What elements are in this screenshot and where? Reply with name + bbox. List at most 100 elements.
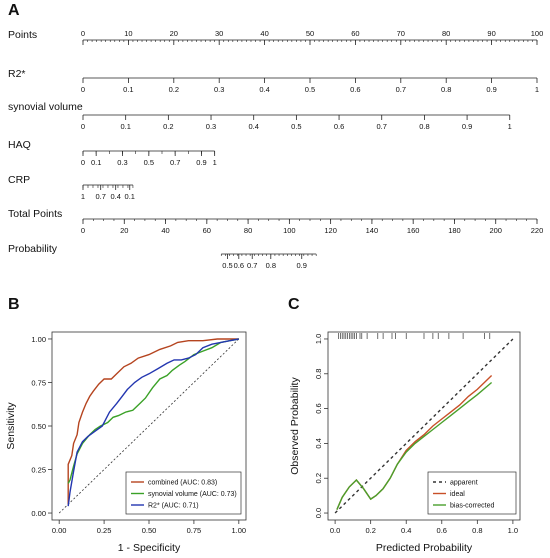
- x-tick-label: 0.6: [437, 526, 447, 535]
- tick-label: 0.5: [222, 261, 232, 270]
- tick-label: 1: [508, 122, 512, 131]
- tick-label: 0.7: [396, 85, 406, 94]
- tick-label: 0.4: [110, 192, 120, 201]
- tick-label: 40: [161, 226, 169, 235]
- series-line: [336, 381, 493, 510]
- tick-label: 0.9: [462, 122, 472, 131]
- tick-label: 0.9: [486, 85, 496, 94]
- y-tick-label: 0.4: [314, 438, 323, 448]
- tick-label: 0.1: [123, 85, 133, 94]
- tick-label: 0.9: [297, 261, 307, 270]
- tick-label: 60: [351, 29, 359, 38]
- tick-label: 0: [81, 122, 85, 131]
- legend-label: apparent: [450, 480, 478, 487]
- tick-label: 100: [283, 226, 296, 235]
- tick-label: 10: [124, 29, 132, 38]
- x-tick-label: 0.50: [142, 526, 157, 535]
- panel-label-a: A: [8, 2, 20, 19]
- tick-label: 1: [213, 158, 217, 167]
- tick-label: 0.8: [266, 261, 276, 270]
- tick-label: 0.7: [95, 192, 105, 201]
- tick-label: 0: [81, 85, 85, 94]
- tick-label: 0.4: [259, 85, 269, 94]
- tick-label: 80: [244, 226, 252, 235]
- tick-label: 0.3: [214, 85, 224, 94]
- x-tick-label: 0.0: [330, 526, 340, 535]
- tick-label: 0.9: [196, 158, 206, 167]
- tick-label: 0.2: [169, 85, 179, 94]
- tick-label: 0.4: [248, 122, 258, 131]
- panel-label-c: C: [288, 296, 300, 313]
- reference-diagonal: [58, 338, 240, 514]
- total-points-label: Total Points: [8, 208, 62, 220]
- tick-label: 0.7: [247, 261, 257, 270]
- tick-label: 1: [535, 85, 539, 94]
- legend-label: combined (AUC: 0.83): [148, 480, 217, 487]
- tick-label: 70: [397, 29, 405, 38]
- row-label: synovial volume: [8, 101, 83, 113]
- tick-label: 120: [324, 226, 337, 235]
- legend-box: [125, 471, 242, 515]
- x-tick-label: 0.00: [52, 526, 67, 535]
- x-tick-label: 0.2: [365, 526, 375, 535]
- legend-label: bias-corrected: [450, 503, 494, 510]
- x-tick-label: 0.75: [187, 526, 202, 535]
- x-tick-label: 0.8: [472, 526, 482, 535]
- tick-label: 90: [487, 29, 495, 38]
- tick-label: 180: [448, 226, 461, 235]
- x-axis-title: Predicted Probability: [376, 542, 473, 554]
- x-tick-label: 1.00: [232, 526, 247, 535]
- tick-label: 0.2: [163, 122, 173, 131]
- tick-label: 0.5: [291, 122, 301, 131]
- tick-label: 0.6: [234, 261, 244, 270]
- y-tick-label: 0.25: [31, 466, 46, 475]
- panel-label-b: B: [8, 296, 20, 313]
- tick-label: 0.1: [120, 122, 130, 131]
- row-label: CRP: [8, 174, 30, 186]
- y-tick-label: 0.8: [314, 369, 323, 379]
- legend-label: synovial volume (AUC: 0.73): [148, 491, 237, 498]
- tick-label: 0.5: [144, 158, 154, 167]
- row-label: HAQ: [8, 139, 31, 151]
- tick-label: 0.7: [170, 158, 180, 167]
- roc-chart: 0.00 0.25 0.50 0.75 1.00 0.00 0.25 0.50 0.75 1.00…: [5, 331, 247, 554]
- tick-label: 0.1: [125, 192, 135, 201]
- tick-label: 40: [260, 29, 268, 38]
- y-tick-label: 1.0: [314, 334, 323, 344]
- tick-label: 20: [170, 29, 178, 38]
- tick-label: 0.3: [117, 158, 127, 167]
- y-tick-label: 0.75: [31, 378, 46, 387]
- y-tick-label: 0.2: [314, 473, 323, 483]
- y-tick-label: 0.00: [31, 509, 46, 518]
- tick-label: 0.8: [419, 122, 429, 131]
- series-line: [67, 338, 239, 505]
- plot-frame: [327, 331, 521, 521]
- tick-label: 160: [407, 226, 420, 235]
- x-tick-label: 0.25: [97, 526, 112, 535]
- tick-label: 200: [489, 226, 502, 235]
- tick-label: 30: [215, 29, 223, 38]
- probability-label: Probability: [8, 243, 58, 255]
- tick-label: 0: [81, 29, 85, 38]
- legend-label: ideal: [450, 491, 465, 498]
- tick-label: 0: [81, 226, 85, 235]
- tick-label: 100: [531, 29, 544, 38]
- tick-label: 0.7: [377, 122, 387, 131]
- series-line: [67, 338, 239, 484]
- tick-label: 1: [81, 192, 85, 201]
- legend-label: R2* (AUC: 0.71): [148, 503, 199, 510]
- tick-label: 220: [531, 226, 544, 235]
- tick-label: 0.6: [350, 85, 360, 94]
- tick-label: 0.1: [91, 158, 101, 167]
- x-axis-title: 1 - Specificity: [118, 542, 181, 554]
- calibration-chart: 0.0 0.2 0.4 0.6 0.8 1.0 0.0 0.2 0.4 0.6 0.8 1.0 Pred…: [289, 331, 521, 554]
- series-line: [67, 338, 239, 507]
- tick-label: 0.6: [334, 122, 344, 131]
- y-axis-title: Observed Probability: [289, 377, 301, 475]
- y-tick-label: 0.6: [314, 403, 323, 413]
- tick-label: 0.8: [441, 85, 451, 94]
- tick-label: 50: [306, 29, 314, 38]
- y-tick-label: 0.50: [31, 422, 46, 431]
- x-tick-label: 0.4: [401, 526, 411, 535]
